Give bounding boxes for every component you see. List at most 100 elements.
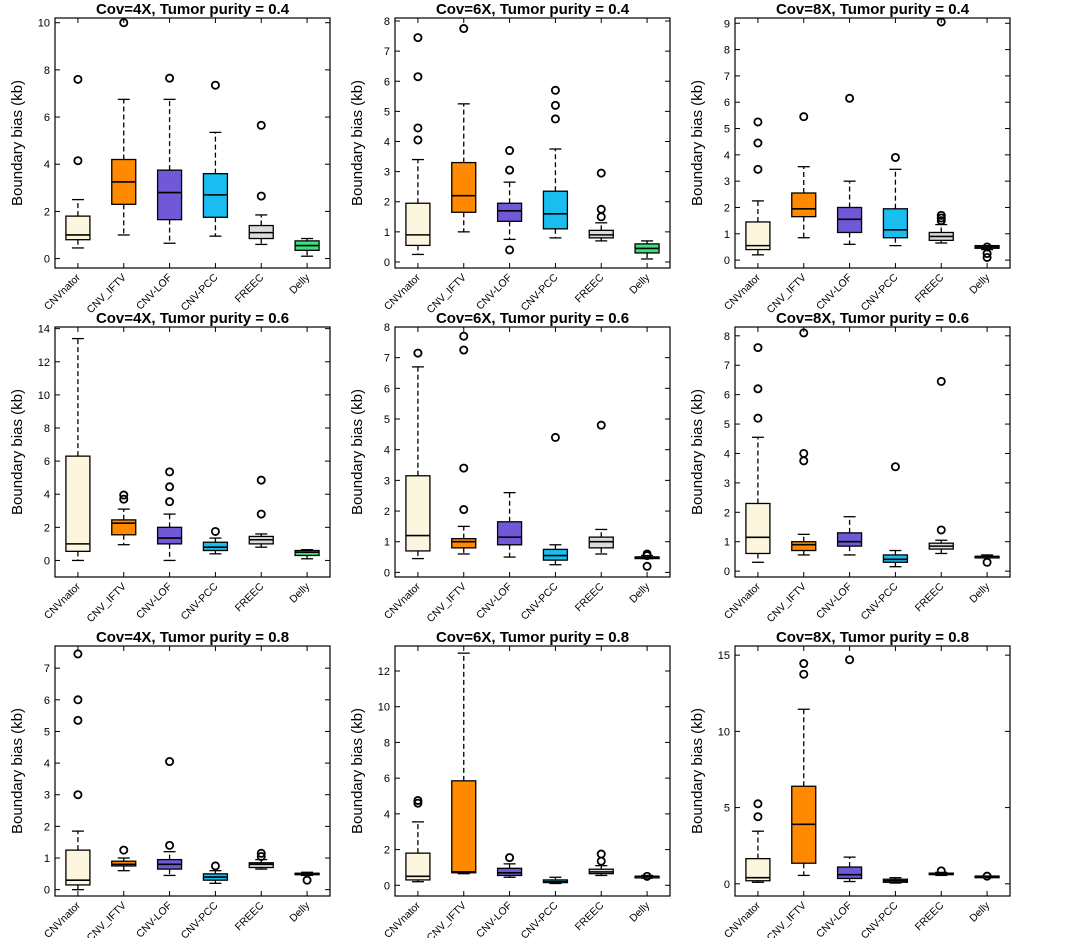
outlier-point [982,242,992,252]
y-tick-label: 8 [384,737,390,749]
outlier-point [302,875,312,885]
outlier-point [73,156,83,166]
outlier-point [642,561,652,571]
y-tick-label: 6 [44,112,50,124]
panel-title: Cov=4X, Tumor purity = 0.4 [96,1,290,18]
y-tick-label: 3 [724,176,730,188]
y-tick-label: 0 [384,257,390,269]
outlier-point [936,376,946,386]
y-tick-label: 10 [378,702,390,714]
panel-6: Cov=8X, Tumor purity = 0.6 0 1 2 3 4 5 6 7 8 Bound… [689,310,1011,625]
panel-title: Cov=6X, Tumor purity = 0.8 [436,629,629,646]
panel-8: Cov=6X, Tumor purity = 0.8 0 2 4 6 8 10 12 Bound… [349,629,671,938]
outlier-point [210,526,220,536]
outlier-point [505,165,515,175]
outlier-point [119,494,129,504]
outlier-point [256,848,266,858]
iqr-box [405,475,431,552]
outlier-point [982,557,992,567]
category-label: CNVnator [722,580,763,621]
outlier-point [413,72,423,82]
category-label: Delly [967,899,993,925]
category-label: CNV_IFTV [424,900,468,938]
outlier-point [413,795,423,805]
category-label: CNV-PCC [179,899,221,938]
outlier-point [505,146,515,156]
y-tick-label: 6 [384,773,390,785]
y-tick-label: 6 [384,383,390,395]
y-tick-label: 4 [384,136,390,148]
plot-frame [734,17,1011,269]
iqr-box [156,169,183,221]
y-tick-label: 6 [44,456,50,468]
category-label: CNV_IFTV [424,581,468,625]
outlier-point [119,18,129,28]
y-tick-label: 4 [44,489,50,501]
y-tick-label: 3 [724,478,730,490]
iqr-box [65,215,91,241]
category-label: CNV-LOF [134,272,175,313]
y-tick-label: 6 [724,390,730,402]
outlier-point [890,462,900,472]
y-tick-label: 10 [38,390,50,402]
outlier-point [256,851,266,861]
y-tick-label: 0 [384,567,390,579]
outlier-point [413,33,423,43]
outlier-point [936,17,946,27]
outlier-point [459,24,469,34]
category-label: CNV-LOF [474,581,515,622]
y-tick-label: 4 [384,445,390,457]
category-label: CNV-LOF [474,900,515,938]
y-tick-label: 2 [44,206,50,218]
panel-title: Cov=6X, Tumor purity = 0.6 [436,310,629,327]
y-tick-label: 4 [44,758,50,770]
outlier-point [256,120,266,130]
outlier-point [799,456,809,466]
y-axis-label: Boundary bias (kb) [9,389,26,515]
panel-3: Cov=8X, Tumor purity = 0.4 0 1 2 3 4 5 6 7 8 9 Boun… [689,1,1011,316]
y-axis-label: Boundary bias (kb) [9,708,26,834]
category-label: CNVnator [42,580,83,621]
category-label: Delly [287,899,313,925]
panel-9: Cov=8X, Tumor purity = 0.8 0 5 10 15 Boundary… [689,629,1011,938]
category-label: CNVnator [722,271,763,312]
outlier-point [936,866,946,876]
y-axis-label: Boundary bias (kb) [349,80,366,206]
iqr-box [65,849,91,886]
panel-4: Cov=4X, Tumor purity = 0.6 0 2 4 6 8 10 12 14 Bou… [9,310,331,625]
category-label: CNV-PCC [519,271,561,313]
iqr-box [496,867,523,877]
outlier-point [459,505,469,515]
panel-1: Cov=4X, Tumor purity = 0.4 0 2 4 6 8 10 Boundar… [9,1,331,316]
category-label: Delly [627,271,653,297]
y-tick-label: 2 [44,821,50,833]
y-tick-label: 6 [384,76,390,88]
y-tick-label: 0 [724,566,730,578]
y-tick-label: 4 [724,448,730,460]
panel-title: Cov=8X, Tumor purity = 0.8 [776,629,969,646]
plot-frame [54,17,331,269]
y-axis-label: Boundary bias (kb) [689,389,706,515]
category-label: CNV_IFTV [84,900,128,938]
outlier-point [413,135,423,145]
iqr-box [111,519,137,536]
category-label: CNV-LOF [814,900,855,938]
y-tick-label: 5 [384,414,390,426]
plot-frame [394,645,671,897]
y-tick-label: 2 [44,522,50,534]
outlier-point [256,191,266,201]
outlier-point [753,799,763,809]
iqr-box [405,202,431,247]
iqr-box [836,866,863,880]
outlier-point [596,168,606,178]
outlier-point [799,328,809,338]
y-tick-label: 1 [384,537,390,549]
outlier-point [119,845,129,855]
outlier-point [505,853,515,863]
category-label: CNV_IFTV [764,900,808,938]
outlier-point [550,432,560,442]
outlier-point [165,467,175,477]
y-tick-label: 3 [384,167,390,179]
category-label: FREEC [233,899,267,933]
outlier-point [256,509,266,519]
